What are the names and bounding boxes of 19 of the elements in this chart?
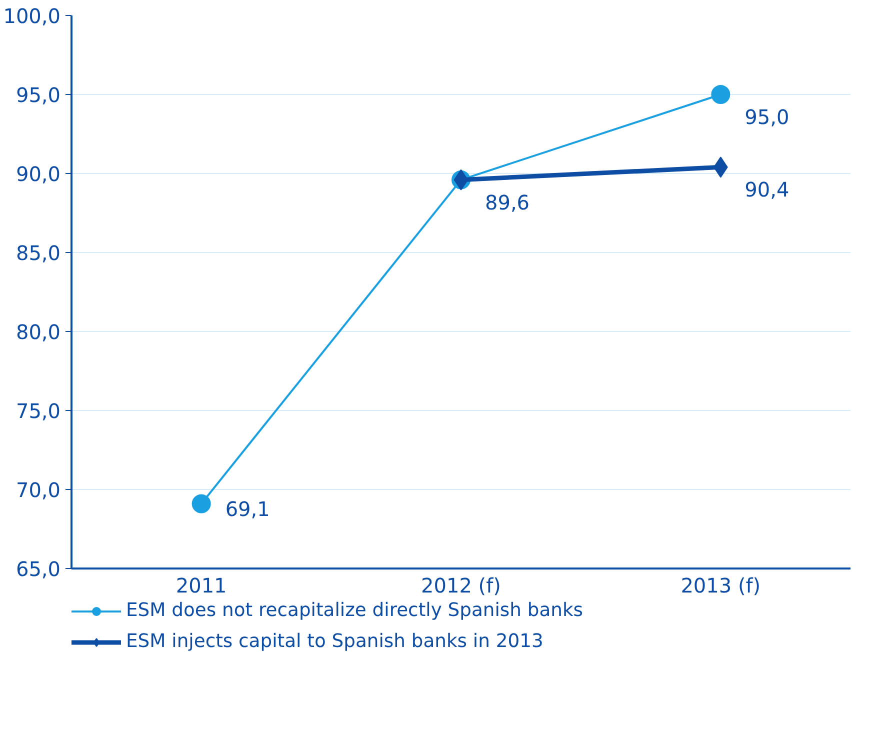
- y-tick-label: 75,0: [16, 399, 60, 423]
- y-tick-label: 95,0: [16, 83, 60, 107]
- data-label: 89,6: [485, 190, 530, 214]
- legend-label: ESM injects capital to Spanish banks in 2013: [126, 631, 544, 652]
- data-label: 90,4: [744, 178, 790, 202]
- point: [192, 494, 211, 514]
- point: [711, 85, 730, 104]
- data-label: 69,1: [225, 497, 270, 522]
- y-tick-label: 90,0: [16, 162, 60, 186]
- y-tick-label: 70,0: [16, 478, 60, 502]
- y-tick-label: 85,0: [16, 241, 60, 265]
- x-tick-label: 2012 (f): [421, 574, 501, 598]
- x-tick-label: 2011: [176, 574, 227, 598]
- y-tick-label: 100,0: [3, 4, 61, 28]
- legend-label: ESM does not recapitalize directly Spanish banks: [126, 600, 584, 621]
- y-tick-label: 80,0: [16, 320, 60, 344]
- x-tick-label: 2013 (f): [680, 574, 761, 598]
- data-label: 95,0: [744, 105, 790, 129]
- y-tick-label: 65,0: [16, 557, 60, 581]
